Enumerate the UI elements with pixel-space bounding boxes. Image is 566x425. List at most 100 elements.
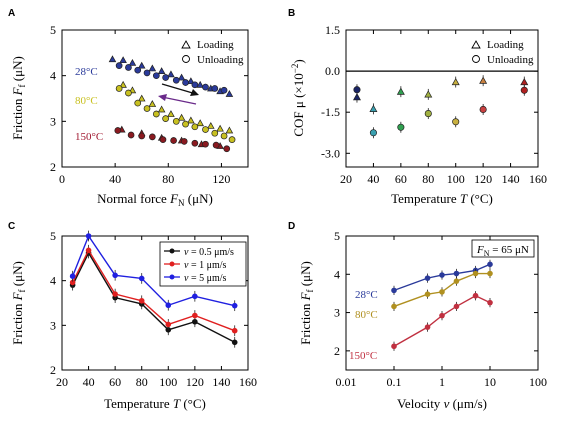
fn-label: FN = 65 μN	[476, 244, 529, 258]
x-axis-label-a: Normal force FN (μN)	[97, 191, 213, 208]
legend-triangle-marker-b	[471, 40, 481, 49]
data-point-unloading	[223, 145, 231, 153]
data-point	[391, 303, 397, 310]
data-point-loading	[128, 58, 137, 66]
data-point-unloading	[369, 129, 377, 137]
data-point-unloading	[180, 138, 188, 145]
data-point-loading	[119, 56, 127, 64]
data-point	[231, 302, 238, 309]
data-point	[138, 275, 145, 282]
y-axis-label-c: Friction Ff (μN)	[10, 261, 27, 345]
legend-v1-label: v = 1 μm/s	[184, 260, 227, 271]
data-point-loading	[196, 80, 204, 88]
data-point-unloading	[162, 115, 169, 122]
data-point-loading	[207, 121, 215, 129]
y-tick-label: 4	[334, 267, 340, 281]
y-tick-label: 3	[50, 114, 56, 128]
data-point	[69, 279, 76, 286]
x-tick-label: 140	[212, 375, 230, 389]
data-point-loading	[225, 90, 234, 97]
legend-unloading-label: Unloading	[197, 54, 244, 66]
x-tick-label: 120	[186, 375, 204, 389]
x-tick-label: 60	[395, 172, 407, 186]
data-point-unloading	[114, 127, 122, 134]
data-point	[165, 302, 172, 309]
fn-label-box: FN = 65 μN	[471, 239, 535, 258]
data-point-loading	[520, 77, 529, 86]
data-point-loading	[177, 73, 186, 81]
data-point-loading	[167, 110, 175, 117]
data-point-unloading	[452, 118, 460, 126]
data-point-unloading	[211, 129, 219, 137]
y-tick-label: 0.0	[325, 64, 340, 78]
data-point-unloading	[115, 85, 123, 92]
temp-label-80-d: 80°C	[355, 309, 378, 321]
arrow-loading	[161, 83, 199, 96]
legend-loading-label: Loading	[197, 39, 234, 51]
data-point-unloading	[182, 79, 189, 86]
data-point-unloading	[220, 132, 228, 140]
y-tick-label: 3	[50, 318, 56, 332]
data-point-unloading	[134, 99, 142, 107]
x-tick-label: 80	[136, 375, 148, 389]
data-point-loading	[216, 124, 224, 132]
data-point	[424, 291, 431, 297]
data-point-unloading	[202, 126, 209, 133]
data-point-unloading	[191, 123, 199, 131]
x-tick-label: 80	[162, 172, 174, 186]
x-tick-label: 60	[109, 375, 121, 389]
legend-b: Loading Unloading	[471, 39, 534, 66]
data-point-loading	[396, 87, 405, 95]
data-point	[472, 270, 479, 277]
data-point	[487, 270, 493, 277]
data-point-unloading	[212, 141, 220, 149]
data-point-unloading	[159, 136, 167, 143]
data-point	[487, 299, 493, 306]
data-point-loading	[148, 64, 157, 72]
data-point-unloading	[152, 72, 160, 80]
data-point	[472, 292, 479, 299]
data-point	[231, 339, 238, 346]
panel-label-a: A	[8, 8, 15, 19]
x-tick-label: 100	[529, 375, 547, 389]
temp-label-150-d: 150°C	[349, 350, 377, 362]
data-point-unloading	[143, 105, 151, 112]
data-point-unloading	[520, 86, 528, 94]
data-point-loading	[187, 77, 195, 85]
plot-frame-b	[345, 29, 539, 168]
data-point-unloading	[479, 105, 487, 114]
plot-frame-c	[61, 235, 249, 371]
data-point-unloading	[191, 81, 199, 89]
data-point-unloading	[228, 136, 236, 143]
x-tick-label: 120	[474, 172, 492, 186]
data-point-unloading	[172, 76, 180, 84]
y-tick-label: 4	[50, 69, 56, 83]
panel-label-c: C	[8, 221, 15, 232]
legend-c: v = 0.5 μm/s v = 1 μm/s v = 5 μm/s	[159, 241, 247, 287]
legend-triangle-marker	[181, 40, 191, 49]
data-point-loading	[167, 70, 175, 78]
data-point	[439, 312, 445, 319]
x-tick-label: 40	[367, 172, 379, 186]
legend-v05-label: v = 0.5 μm/s	[184, 247, 234, 258]
legend-a: Loading Unloading	[181, 39, 244, 66]
y-tick-label: 5	[334, 229, 340, 243]
temp-label-28-d: 28°C	[355, 289, 378, 301]
y-tick-label: 5	[50, 229, 56, 243]
data-point-unloading	[148, 133, 156, 141]
data-point	[391, 343, 397, 350]
x-tick-label: 140	[502, 172, 520, 186]
data-point	[85, 233, 92, 239]
data-point	[424, 275, 431, 281]
data-point	[192, 318, 198, 325]
data-point-unloading	[202, 83, 209, 91]
data-point-loading	[352, 93, 361, 101]
data-point-loading	[225, 126, 234, 134]
temp-label-150-a: 150°C	[75, 131, 103, 143]
data-point-unloading	[353, 86, 361, 94]
data-point	[453, 270, 460, 277]
data-point-loading	[196, 119, 204, 127]
data-point-unloading	[211, 85, 219, 92]
data-point	[138, 297, 145, 304]
